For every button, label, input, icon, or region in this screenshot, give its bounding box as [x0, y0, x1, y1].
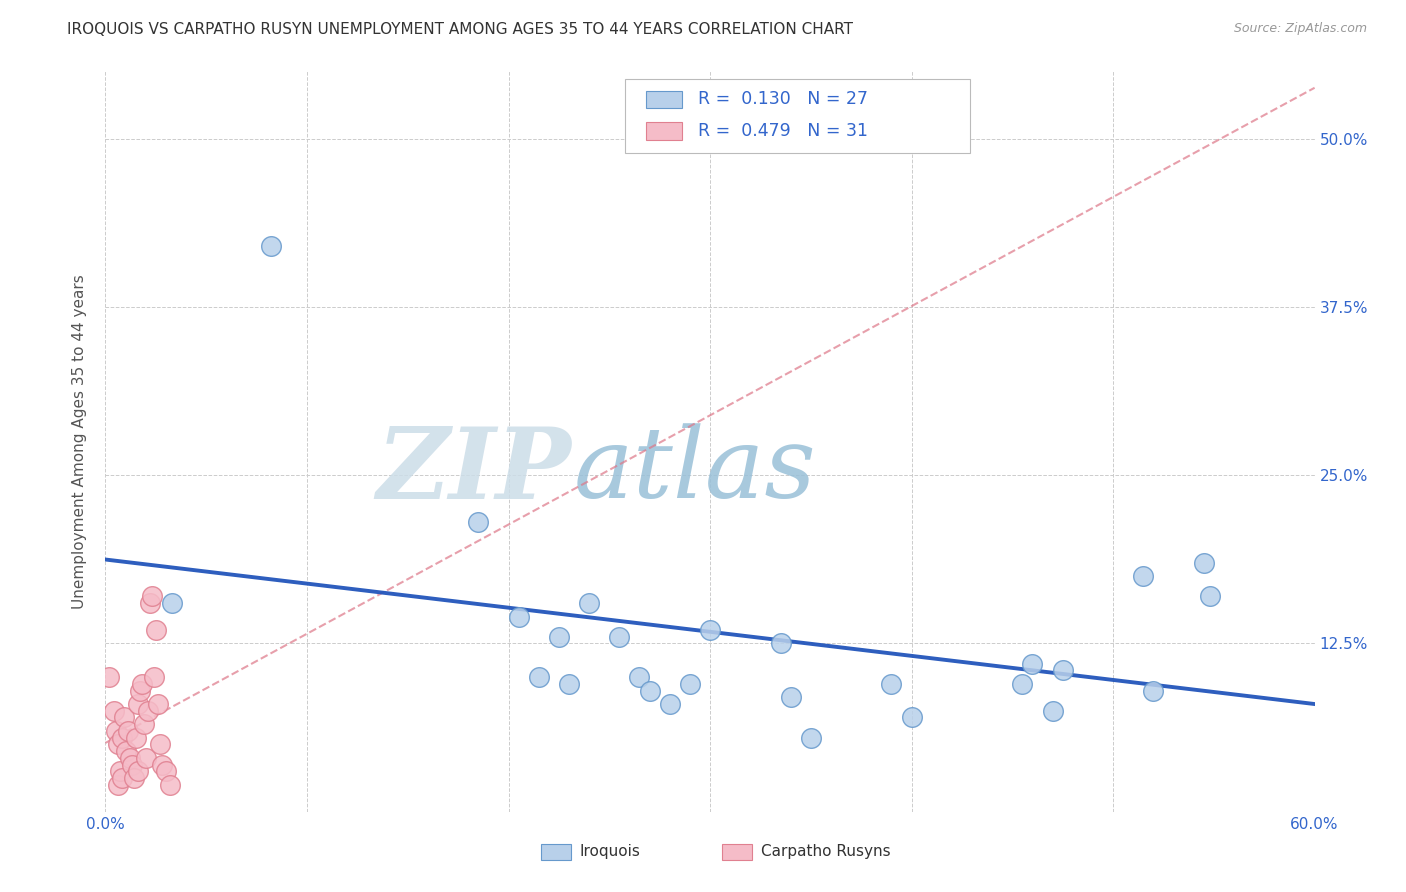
Point	[107, 778, 129, 792]
Point	[107, 738, 129, 752]
Point	[527, 670, 550, 684]
Point	[548, 630, 571, 644]
FancyBboxPatch shape	[541, 844, 571, 860]
Point	[769, 636, 792, 650]
Point	[98, 670, 121, 684]
Point	[800, 731, 823, 745]
FancyBboxPatch shape	[723, 844, 752, 860]
Point	[146, 697, 169, 711]
Point	[103, 704, 125, 718]
Point	[121, 757, 143, 772]
Point	[658, 697, 681, 711]
FancyBboxPatch shape	[626, 78, 970, 153]
Point	[104, 723, 127, 738]
Text: Carpatho Rusyns: Carpatho Rusyns	[761, 844, 890, 859]
Point	[117, 723, 139, 738]
Text: ZIP: ZIP	[375, 423, 571, 519]
Point	[609, 630, 631, 644]
Point	[139, 596, 162, 610]
Point	[141, 590, 163, 604]
Point	[145, 623, 167, 637]
Point	[128, 683, 150, 698]
Point	[1142, 683, 1164, 698]
Point	[1052, 664, 1074, 678]
Text: R =  0.130   N = 27: R = 0.130 N = 27	[697, 90, 868, 109]
Point	[108, 764, 131, 779]
Point	[779, 690, 801, 705]
Point	[136, 704, 159, 718]
Point	[114, 744, 136, 758]
Text: IROQUOIS VS CARPATHO RUSYN UNEMPLOYMENT AMONG AGES 35 TO 44 YEARS CORRELATION CH: IROQUOIS VS CARPATHO RUSYN UNEMPLOYMENT …	[67, 22, 853, 37]
Point	[135, 751, 157, 765]
FancyBboxPatch shape	[645, 91, 682, 108]
Point	[880, 677, 903, 691]
Point	[1198, 590, 1220, 604]
Point	[112, 710, 135, 724]
Point	[638, 683, 661, 698]
Point	[132, 717, 155, 731]
Point	[149, 738, 172, 752]
Point	[1042, 704, 1064, 718]
Y-axis label: Unemployment Among Ages 35 to 44 years: Unemployment Among Ages 35 to 44 years	[72, 274, 87, 609]
Point	[578, 596, 600, 610]
Point	[122, 771, 145, 785]
Point	[1011, 677, 1033, 691]
Point	[900, 710, 922, 724]
Point	[131, 677, 153, 691]
Point	[558, 677, 581, 691]
Point	[124, 731, 148, 745]
Point	[150, 757, 173, 772]
Point	[508, 609, 530, 624]
Point	[679, 677, 702, 691]
Point	[110, 771, 132, 785]
Point	[142, 670, 165, 684]
Point	[1132, 569, 1154, 583]
Point	[1021, 657, 1043, 671]
Text: Source: ZipAtlas.com: Source: ZipAtlas.com	[1233, 22, 1367, 36]
FancyBboxPatch shape	[645, 122, 682, 140]
Point	[699, 623, 721, 637]
Point	[160, 596, 183, 610]
Point	[127, 764, 149, 779]
Point	[127, 697, 149, 711]
Point	[110, 731, 132, 745]
Point	[155, 764, 177, 779]
Point	[467, 516, 489, 530]
Text: atlas: atlas	[574, 424, 815, 519]
Point	[159, 778, 181, 792]
Text: R =  0.479   N = 31: R = 0.479 N = 31	[697, 122, 868, 140]
Point	[628, 670, 651, 684]
Point	[260, 239, 283, 253]
Point	[1192, 556, 1215, 570]
Point	[118, 751, 141, 765]
Text: Iroquois: Iroquois	[579, 844, 640, 859]
